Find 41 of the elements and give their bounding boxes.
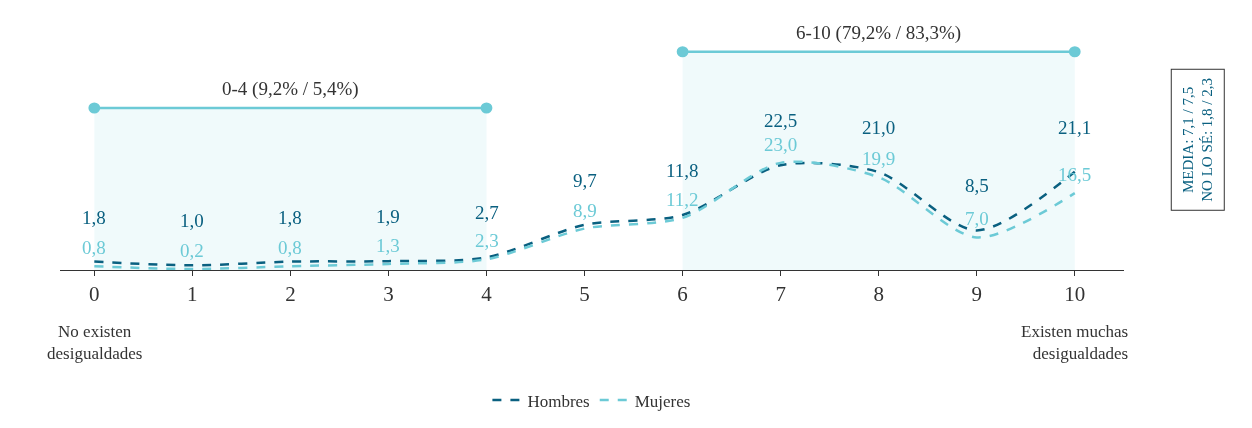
data-label: 0,2 [180,240,204,261]
x-tick-label: 5 [579,282,590,307]
band-label: 0-4 (9,2% / 5,4%) [222,78,359,100]
data-label: 8,5 [965,175,989,196]
data-label: 11,8 [666,160,699,181]
data-label: 2,3 [475,230,499,251]
data-label: 1,0 [180,210,204,231]
data-label: 21,0 [862,117,896,138]
x-tick-label: 1 [187,282,198,307]
text: NO LO SÉ: 1,8 / 2,3 [1199,78,1216,202]
data-label: 11,2 [666,189,699,210]
x-tick-label: 7 [775,282,786,307]
legend-label: Hombres [527,391,590,411]
x-tick-label: 3 [383,282,394,307]
x-tick-label: 10 [1064,282,1086,307]
legend-label: Mujeres [634,391,691,411]
text: Existen muchas desigualdades [1021,322,1129,364]
data-label: 2,7 [475,202,499,223]
x-tick-label: 6 [677,282,688,307]
data-label: 0,8 [82,237,106,258]
x-tick-label: 0 [89,282,100,307]
data-label: 22,5 [764,110,798,131]
data-label: 1,9 [376,206,400,227]
band-label: 6-10 (79,2% / 83,3%) [796,22,962,44]
data-label: 0,8 [278,237,302,258]
x-tick-label: 2 [285,282,296,307]
data-label: 19,9 [862,148,896,169]
data-label: 1,8 [82,207,106,228]
x-tick-label: 4 [481,282,493,307]
text: MEDIA: 7,1 / 7,5 [1179,86,1196,194]
data-label: 1,8 [278,207,302,228]
data-label: 1,3 [376,235,400,256]
x-tick-label: 9 [971,282,982,307]
x-tick-label: 8 [873,282,884,307]
data-label: 21,1 [1058,117,1092,138]
data-label: 9,7 [573,170,597,191]
data-label: 7,0 [965,208,989,229]
data-label: 16,5 [1058,164,1092,185]
data-label: 23,0 [764,134,798,155]
data-label: 8,9 [573,200,597,221]
text: No existen desigualdades [47,322,143,364]
